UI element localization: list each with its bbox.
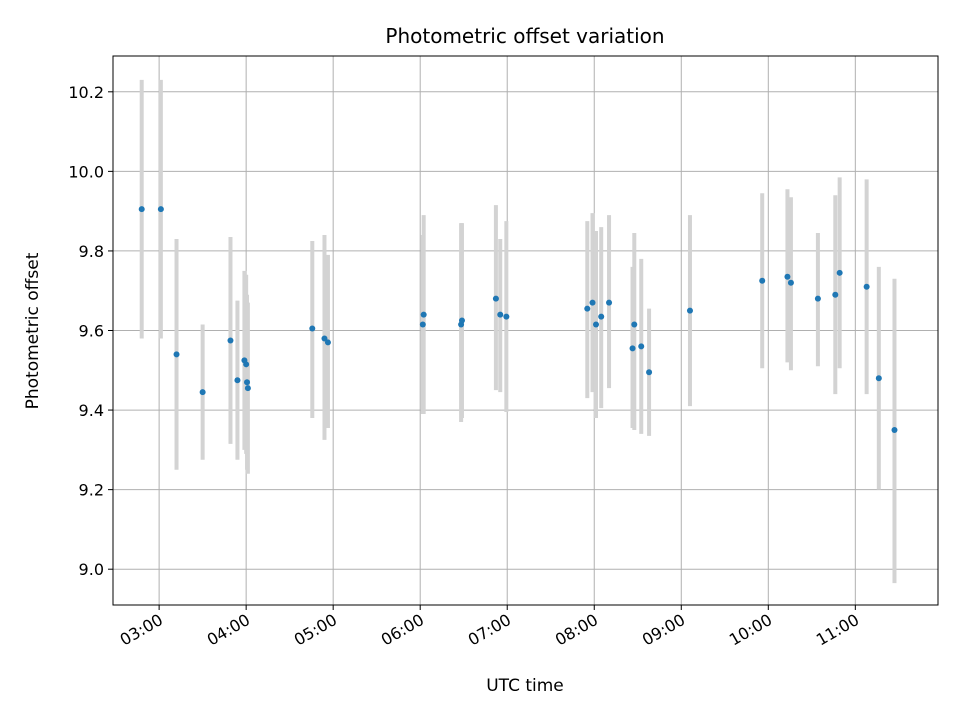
y-tick-label: 10.0 bbox=[68, 162, 104, 181]
data-point bbox=[503, 313, 510, 320]
data-point bbox=[631, 321, 638, 328]
data-point bbox=[814, 295, 821, 302]
data-point bbox=[173, 351, 180, 358]
data-point bbox=[492, 295, 499, 302]
x-tick-label: 09:00 bbox=[639, 610, 688, 650]
x-tick-label: 03:00 bbox=[117, 610, 166, 650]
data-point bbox=[832, 291, 839, 298]
data-point bbox=[686, 307, 693, 314]
data-point bbox=[321, 335, 328, 342]
data-point bbox=[243, 361, 250, 368]
data-point bbox=[138, 206, 145, 213]
data-point bbox=[875, 375, 882, 382]
chart-title: Photometric offset variation bbox=[385, 24, 664, 48]
data-point bbox=[227, 337, 234, 344]
x-tick-label: 05:00 bbox=[291, 610, 340, 650]
data-point bbox=[584, 305, 591, 312]
data-point bbox=[199, 389, 206, 396]
data-point bbox=[787, 279, 794, 286]
y-tick-label: 9.0 bbox=[79, 560, 104, 579]
x-tick-label: 10:00 bbox=[726, 610, 775, 650]
data-point bbox=[244, 379, 251, 386]
data-points bbox=[138, 206, 898, 433]
data-point bbox=[592, 321, 599, 328]
axis-ticks: 03:00 04:00 05:00 06:00 07:00 08:00 09:00 10:00… bbox=[68, 83, 862, 650]
data-point bbox=[836, 269, 843, 276]
y-tick-label: 9.2 bbox=[79, 481, 104, 500]
y-tick-label: 10.2 bbox=[68, 83, 104, 102]
data-point bbox=[629, 345, 636, 352]
data-point bbox=[309, 325, 316, 332]
data-point bbox=[234, 377, 241, 384]
data-point bbox=[646, 369, 653, 376]
data-point bbox=[598, 313, 605, 320]
data-point bbox=[589, 299, 596, 306]
data-point bbox=[324, 339, 331, 346]
data-point bbox=[244, 385, 251, 392]
data-point bbox=[638, 343, 645, 350]
x-axis-label: UTC time bbox=[486, 676, 564, 696]
x-tick-label: 11:00 bbox=[813, 610, 862, 650]
y-tick-label: 9.8 bbox=[79, 242, 104, 261]
data-point bbox=[784, 273, 791, 280]
data-point bbox=[157, 206, 164, 213]
x-tick-label: 06:00 bbox=[378, 610, 427, 650]
errorbars bbox=[139, 79, 897, 584]
data-point bbox=[419, 321, 426, 328]
data-point bbox=[458, 317, 465, 324]
data-point bbox=[420, 311, 427, 318]
data-point bbox=[891, 426, 898, 433]
data-point bbox=[759, 277, 766, 284]
y-tick-label: 9.4 bbox=[79, 401, 104, 420]
x-tick-label: 08:00 bbox=[552, 610, 601, 650]
data-point bbox=[863, 283, 870, 290]
x-tick-label: 07:00 bbox=[465, 610, 514, 650]
y-tick-label: 9.6 bbox=[79, 322, 104, 341]
x-tick-label: 04:00 bbox=[204, 610, 253, 650]
data-point bbox=[497, 311, 504, 318]
y-axis-label: Photometric offset bbox=[23, 252, 43, 409]
data-point bbox=[606, 299, 613, 306]
